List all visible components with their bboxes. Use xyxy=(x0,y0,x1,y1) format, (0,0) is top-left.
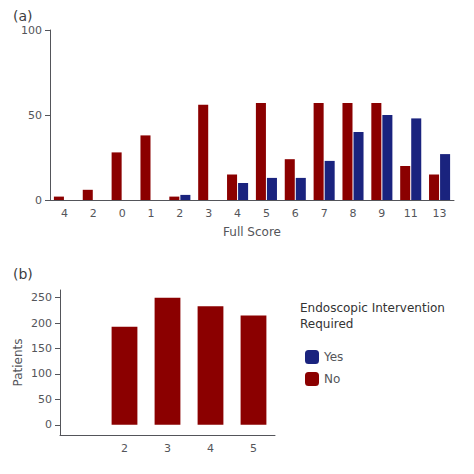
svg-text:0: 0 xyxy=(45,418,52,431)
svg-text:250: 250 xyxy=(31,291,52,304)
svg-text:4: 4 xyxy=(61,207,68,220)
svg-text:50: 50 xyxy=(38,393,52,406)
svg-text:Required: Required xyxy=(300,317,353,331)
svg-text:1: 1 xyxy=(148,207,155,220)
svg-text:Yes: Yes xyxy=(323,350,343,364)
svg-text:11: 11 xyxy=(404,207,418,220)
svg-text:13: 13 xyxy=(433,207,447,220)
svg-text:4: 4 xyxy=(234,207,241,220)
svg-text:8: 8 xyxy=(350,207,357,220)
svg-text:100: 100 xyxy=(31,367,52,380)
svg-text:(b): (b) xyxy=(13,266,33,282)
svg-text:Patients: Patients xyxy=(11,338,25,386)
svg-text:0: 0 xyxy=(35,194,42,207)
svg-text:(a): (a) xyxy=(13,8,33,24)
svg-text:3: 3 xyxy=(205,207,212,220)
svg-text:200: 200 xyxy=(31,317,52,330)
svg-text:2: 2 xyxy=(176,207,183,220)
svg-text:2: 2 xyxy=(121,442,128,455)
svg-text:5: 5 xyxy=(263,207,270,220)
svg-text:0: 0 xyxy=(119,207,126,220)
svg-text:7: 7 xyxy=(321,207,328,220)
svg-text:3: 3 xyxy=(164,442,171,455)
svg-text:150: 150 xyxy=(31,342,52,355)
svg-text:50: 50 xyxy=(28,109,42,122)
svg-text:6: 6 xyxy=(292,207,299,220)
svg-text:2: 2 xyxy=(90,207,97,220)
svg-text:Full Score: Full Score xyxy=(223,225,281,239)
svg-text:4: 4 xyxy=(207,442,214,455)
svg-text:Endoscopic Intervention: Endoscopic Intervention xyxy=(300,301,445,315)
svg-text:5: 5 xyxy=(250,442,257,455)
svg-text:100: 100 xyxy=(21,24,42,37)
svg-text:9: 9 xyxy=(378,207,385,220)
svg-text:No: No xyxy=(324,372,340,386)
